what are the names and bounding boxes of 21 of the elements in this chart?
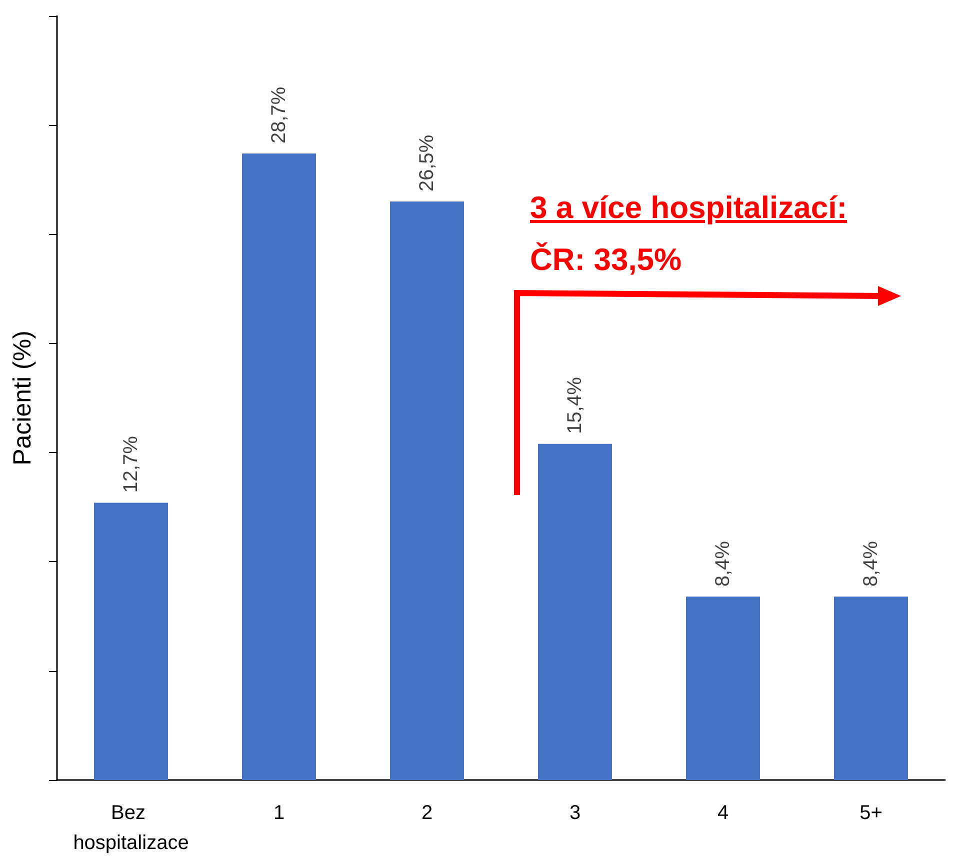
bar: [538, 444, 612, 780]
data-label: 8,4%: [860, 540, 882, 587]
x-tick-label: 4: [717, 802, 729, 824]
x-tick-label: 3: [569, 802, 581, 824]
bar: [390, 202, 464, 780]
bar: [94, 502, 168, 780]
bar: [686, 596, 760, 780]
data-label: 15,4%: [564, 376, 586, 434]
data-label: 8,4%: [712, 540, 734, 587]
bar: [834, 596, 908, 780]
data-label: 28,7%: [268, 86, 290, 144]
x-tick-label: 5+: [860, 802, 882, 824]
annotation: 3 a více hospitalizací:: [530, 190, 848, 226]
y-axis-title: Pacienti (%): [8, 330, 36, 466]
data-label: 26,5%: [416, 134, 438, 192]
data-label: 12,7%: [120, 436, 142, 493]
x-tick-label: Bez hospitalizace: [73, 802, 189, 854]
x-tick-label: 1: [273, 802, 285, 824]
bar: [242, 154, 316, 780]
annotation: ČR: 33,5%: [530, 242, 682, 278]
x-tick-label: 2: [421, 802, 433, 824]
